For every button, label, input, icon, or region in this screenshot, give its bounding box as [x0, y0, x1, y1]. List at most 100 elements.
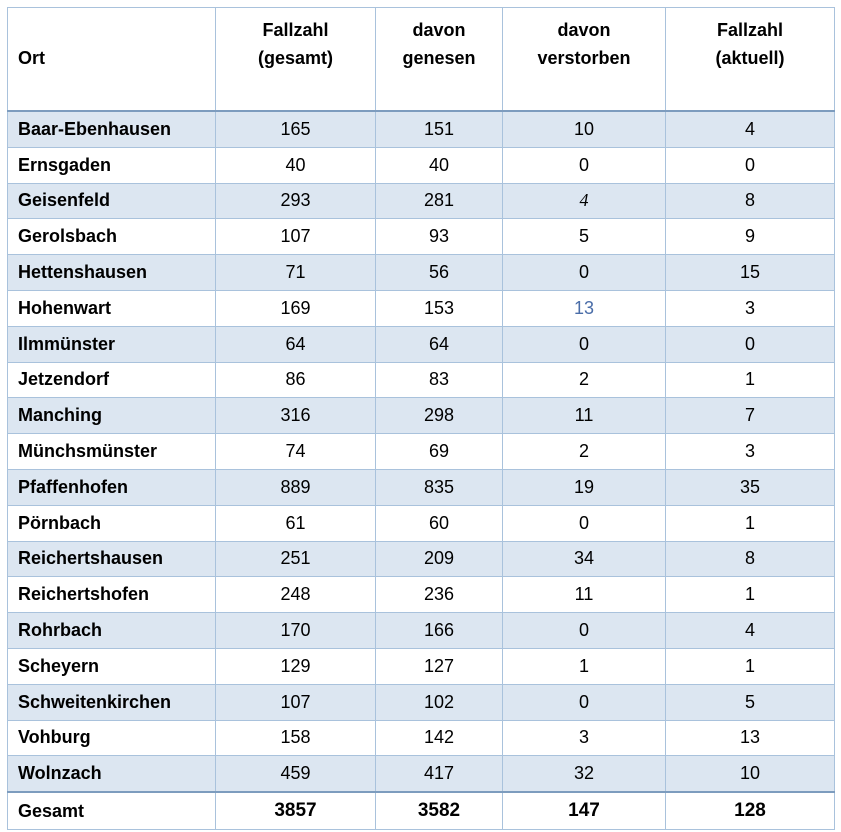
cell-ort: Hohenwart — [7, 289, 216, 327]
cell-ort: Baar-Ebenhausen — [7, 110, 216, 148]
table-row: Baar-Ebenhausen 165 151 10 4 — [7, 110, 835, 148]
table-row: Schweitenkirchen 107 102 0 5 — [7, 683, 835, 721]
cell-davon-genesen: 298 — [375, 397, 503, 435]
cell-davon-verstorben: 2 — [502, 433, 666, 470]
cell-fallzahl-aktuell: 13 — [665, 719, 835, 757]
table-row: Scheyern 129 127 1 1 — [7, 647, 835, 685]
cell-fallzahl-aktuell: 3 — [665, 289, 835, 327]
header-line1: davon — [412, 20, 466, 40]
cell-davon-genesen: 209 — [375, 540, 503, 578]
table-row: Vohburg 158 142 3 13 — [7, 719, 835, 757]
cell-total-fallzahl-aktuell: 128 — [665, 791, 835, 831]
cell-davon-verstorben: 1 — [502, 647, 666, 685]
cell-davon-verstorben: 10 — [502, 110, 666, 148]
cell-davon-genesen: 93 — [375, 218, 503, 256]
cell-davon-verstorben: 19 — [502, 468, 666, 506]
cell-fallzahl-aktuell: 7 — [665, 397, 835, 435]
cell-ort: Pörnbach — [7, 504, 216, 542]
table-row: Reichertshausen 251 209 34 8 — [7, 540, 835, 578]
table-row: Pörnbach 61 60 0 1 — [7, 504, 835, 542]
cell-fallzahl-aktuell: 1 — [665, 647, 835, 685]
cell-fallzahl-gesamt: 64 — [215, 325, 376, 363]
cell-davon-genesen: 83 — [375, 361, 503, 399]
table-row: Reichertshofen 248 236 11 1 — [7, 576, 835, 614]
cell-fallzahl-gesamt: 86 — [215, 361, 376, 399]
cell-davon-verstorben: 32 — [502, 755, 666, 793]
table-row: Wolnzach 459 417 32 10 — [7, 755, 835, 793]
cell-davon-verstorben: 13 — [502, 289, 666, 327]
cell-fallzahl-aktuell: 9 — [665, 218, 835, 256]
cell-total-davon-genesen: 3582 — [375, 791, 503, 831]
column-header-fallzahl-aktuell: Fallzahl (aktuell) — [665, 7, 835, 112]
header-line1: davon — [557, 20, 611, 40]
table-row: Ilmmünster 64 64 0 0 — [7, 325, 835, 363]
cell-davon-verstorben: 0 — [502, 612, 666, 649]
cell-fallzahl-gesamt: 459 — [215, 755, 376, 793]
column-header-ort: Ort — [7, 7, 216, 112]
cell-davon-verstorben: 11 — [502, 397, 666, 435]
cell-davon-verstorben: 0 — [502, 325, 666, 363]
cell-ort: Manching — [7, 397, 216, 435]
column-header-davon-verstorben: davon verstorben — [502, 7, 666, 112]
covid-cases-table: Ort Fallzahl (gesamt) davon genesen davo… — [7, 7, 835, 831]
cell-fallzahl-aktuell: 0 — [665, 146, 835, 184]
cell-ort: Vohburg — [7, 719, 216, 757]
header-line2: (gesamt) — [257, 48, 333, 68]
cell-ort: Schweitenkirchen — [7, 683, 216, 721]
cell-fallzahl-aktuell: 8 — [665, 182, 835, 220]
cell-davon-genesen: 64 — [375, 325, 503, 363]
cell-fallzahl-aktuell: 3 — [665, 433, 835, 470]
cell-ort: Pfaffenhofen — [7, 468, 216, 506]
table-row: Münchsmünster 74 69 2 3 — [7, 433, 835, 470]
column-header-ort-label: Ort — [18, 48, 45, 68]
cell-fallzahl-aktuell: 4 — [665, 110, 835, 148]
header-line2: (aktuell) — [715, 48, 785, 68]
cell-davon-genesen: 417 — [375, 755, 503, 793]
header-line2: genesen — [402, 48, 476, 68]
cell-fallzahl-gesamt: 170 — [215, 612, 376, 649]
cell-davon-genesen: 40 — [375, 146, 503, 184]
cell-ort: Gerolsbach — [7, 218, 216, 256]
cell-ort: Hettenshausen — [7, 254, 216, 291]
cell-davon-verstorben: 0 — [502, 254, 666, 291]
cell-davon-verstorben: 11 — [502, 576, 666, 614]
cell-ort: Ilmmünster — [7, 325, 216, 363]
cell-davon-genesen: 60 — [375, 504, 503, 542]
cell-davon-verstorben: 0 — [502, 146, 666, 184]
cell-ort: Ernsgaden — [7, 146, 216, 184]
cell-total-fallzahl-gesamt: 3857 — [215, 791, 376, 831]
cell-davon-genesen: 153 — [375, 289, 503, 327]
header-line1: Fallzahl — [262, 20, 329, 40]
cell-fallzahl-gesamt: 889 — [215, 468, 376, 506]
cell-fallzahl-aktuell: 0 — [665, 325, 835, 363]
cell-fallzahl-aktuell: 15 — [665, 254, 835, 291]
cell-davon-genesen: 69 — [375, 433, 503, 470]
cell-fallzahl-gesamt: 129 — [215, 647, 376, 685]
cell-davon-genesen: 151 — [375, 110, 503, 148]
cell-fallzahl-aktuell: 10 — [665, 755, 835, 793]
cell-fallzahl-gesamt: 251 — [215, 540, 376, 578]
header-line1: Fallzahl — [716, 20, 783, 40]
header-row: Ort Fallzahl (gesamt) davon genesen davo… — [7, 7, 835, 112]
cell-davon-verstorben: 34 — [502, 540, 666, 578]
cell-fallzahl-aktuell: 1 — [665, 576, 835, 614]
cell-total-davon-verstorben: 147 — [502, 791, 666, 831]
cell-davon-verstorben: 5 — [502, 218, 666, 256]
cell-fallzahl-gesamt: 169 — [215, 289, 376, 327]
cell-davon-verstorben: 3 — [502, 719, 666, 757]
cell-fallzahl-gesamt: 107 — [215, 683, 376, 721]
cell-fallzahl-aktuell: 1 — [665, 361, 835, 399]
total-row: Gesamt 3857 3582 147 128 — [7, 791, 835, 831]
cell-fallzahl-gesamt: 158 — [215, 719, 376, 757]
cell-fallzahl-aktuell: 1 — [665, 504, 835, 542]
cell-davon-verstorben: 4 — [502, 182, 666, 220]
table-row: Hettenshausen 71 56 0 15 — [7, 254, 835, 291]
cell-davon-genesen: 281 — [375, 182, 503, 220]
table-row: Jetzendorf 86 83 2 1 — [7, 361, 835, 399]
cell-davon-genesen: 102 — [375, 683, 503, 721]
cell-davon-verstorben: 0 — [502, 504, 666, 542]
cell-fallzahl-gesamt: 248 — [215, 576, 376, 614]
cell-ort: Rohrbach — [7, 612, 216, 649]
cell-fallzahl-gesamt: 40 — [215, 146, 376, 184]
cell-fallzahl-gesamt: 293 — [215, 182, 376, 220]
